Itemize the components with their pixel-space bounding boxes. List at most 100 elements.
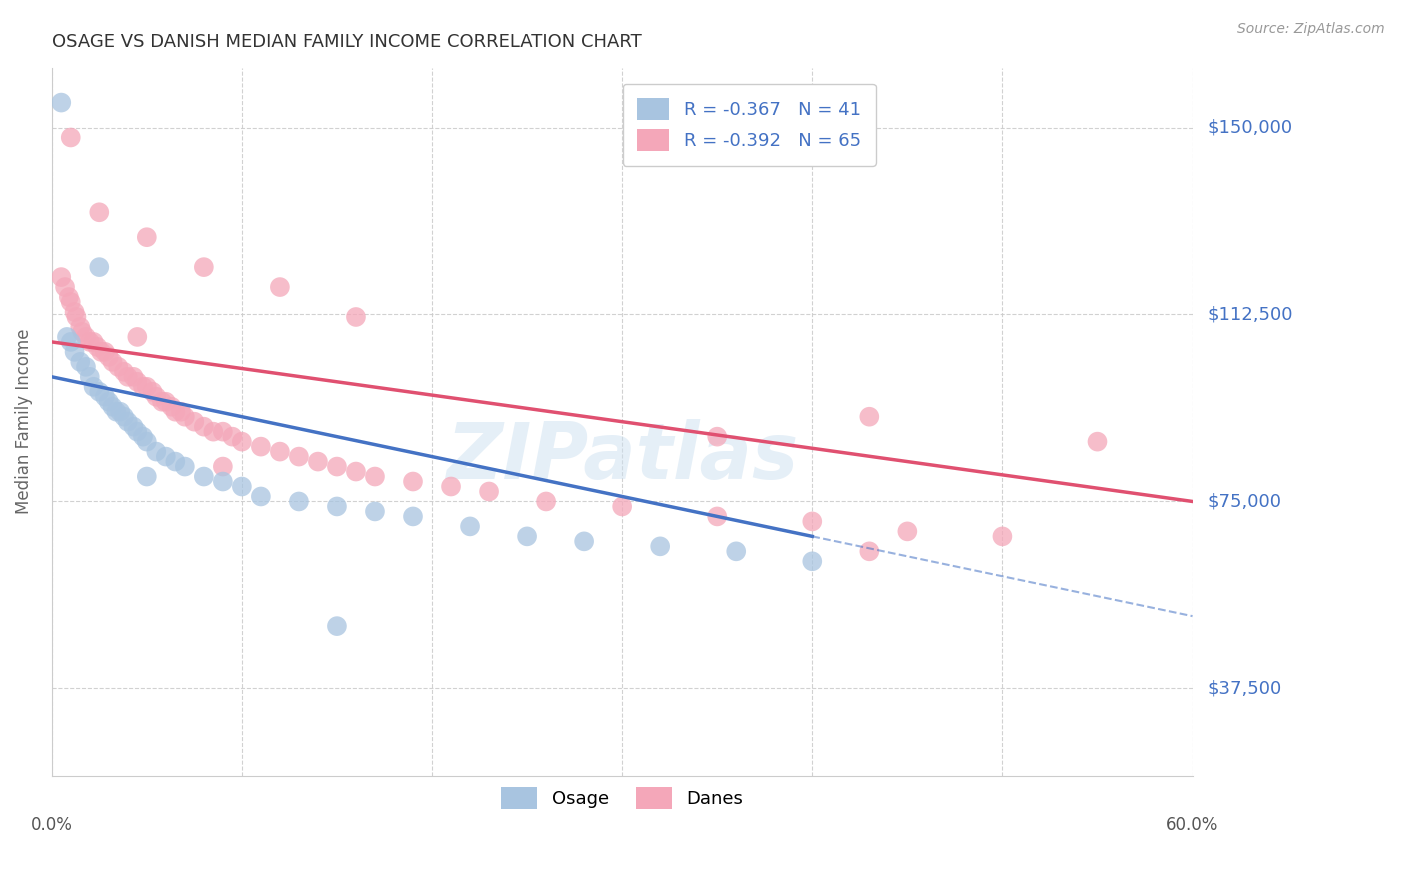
- Point: [288, 450, 311, 464]
- Point: [90, 344, 112, 359]
- Point: [706, 430, 728, 444]
- Point: [83, 334, 105, 349]
- Point: [108, 405, 131, 419]
- Point: [165, 454, 187, 468]
- Point: [231, 434, 253, 449]
- Point: [75, 359, 97, 374]
- Point: [326, 619, 349, 633]
- Point: [801, 515, 824, 529]
- Point: [364, 469, 387, 483]
- Point: [534, 494, 557, 508]
- Point: [117, 415, 139, 429]
- Point: [79, 369, 101, 384]
- Point: [202, 425, 225, 439]
- Point: [725, 544, 748, 558]
- Text: ZIPatlas: ZIPatlas: [446, 419, 799, 495]
- Text: $37,500: $37,500: [1208, 680, 1282, 698]
- Point: [231, 479, 253, 493]
- Point: [132, 380, 155, 394]
- Point: [58, 290, 80, 304]
- Point: [173, 409, 195, 424]
- Point: [165, 405, 187, 419]
- Point: [706, 509, 728, 524]
- Point: [65, 310, 87, 324]
- Point: [150, 394, 173, 409]
- Point: [107, 359, 129, 374]
- Point: [402, 509, 425, 524]
- Point: [344, 310, 367, 324]
- Point: [307, 454, 329, 468]
- Point: [572, 534, 595, 549]
- Point: [801, 554, 824, 568]
- Point: [75, 330, 97, 344]
- Point: [145, 444, 167, 458]
- Point: [364, 504, 387, 518]
- Point: [160, 400, 183, 414]
- Point: [440, 479, 463, 493]
- Point: [183, 415, 205, 429]
- Point: [193, 260, 215, 274]
- Point: [63, 305, 86, 319]
- Point: [155, 450, 177, 464]
- Point: [94, 344, 117, 359]
- Point: [250, 440, 273, 454]
- Point: [516, 529, 538, 543]
- Point: [650, 539, 672, 553]
- Point: [135, 380, 157, 394]
- Text: $112,500: $112,500: [1208, 305, 1294, 324]
- Point: [288, 494, 311, 508]
- Point: [326, 459, 349, 474]
- Point: [70, 325, 93, 339]
- Point: [51, 270, 73, 285]
- Text: Source: ZipAtlas.com: Source: ZipAtlas.com: [1237, 22, 1385, 37]
- Point: [269, 444, 291, 458]
- Point: [135, 434, 157, 449]
- Point: [610, 500, 633, 514]
- Point: [858, 409, 880, 424]
- Point: [69, 355, 91, 369]
- Point: [127, 330, 149, 344]
- Point: [117, 369, 139, 384]
- Point: [79, 334, 101, 349]
- Point: [193, 469, 215, 483]
- Text: 60.0%: 60.0%: [1167, 815, 1219, 834]
- Point: [250, 490, 273, 504]
- Point: [212, 425, 235, 439]
- Y-axis label: Median Family Income: Median Family Income: [15, 329, 32, 515]
- Point: [101, 355, 124, 369]
- Point: [89, 260, 111, 274]
- Point: [101, 400, 124, 414]
- Text: $150,000: $150,000: [1208, 119, 1294, 136]
- Point: [193, 419, 215, 434]
- Text: OSAGE VS DANISH MEDIAN FAMILY INCOME CORRELATION CHART: OSAGE VS DANISH MEDIAN FAMILY INCOME COR…: [52, 33, 641, 51]
- Point: [132, 430, 155, 444]
- Point: [86, 340, 108, 354]
- Point: [402, 475, 425, 489]
- Point: [63, 344, 86, 359]
- Point: [221, 430, 243, 444]
- Point: [141, 384, 163, 399]
- Point: [212, 459, 235, 474]
- Point: [97, 350, 120, 364]
- Point: [155, 394, 177, 409]
- Point: [478, 484, 501, 499]
- Legend: Osage, Danes: Osage, Danes: [494, 780, 751, 816]
- Point: [94, 390, 117, 404]
- Point: [112, 365, 135, 379]
- Point: [89, 205, 111, 219]
- Point: [53, 280, 76, 294]
- Text: 0.0%: 0.0%: [31, 815, 73, 834]
- Point: [127, 375, 149, 389]
- Point: [991, 529, 1014, 543]
- Point: [59, 334, 82, 349]
- Point: [122, 419, 145, 434]
- Point: [89, 384, 111, 399]
- Text: $75,000: $75,000: [1208, 492, 1282, 510]
- Point: [56, 330, 79, 344]
- Point: [173, 459, 195, 474]
- Point: [127, 425, 149, 439]
- Point: [59, 130, 82, 145]
- Point: [105, 405, 128, 419]
- Point: [83, 380, 105, 394]
- Point: [344, 465, 367, 479]
